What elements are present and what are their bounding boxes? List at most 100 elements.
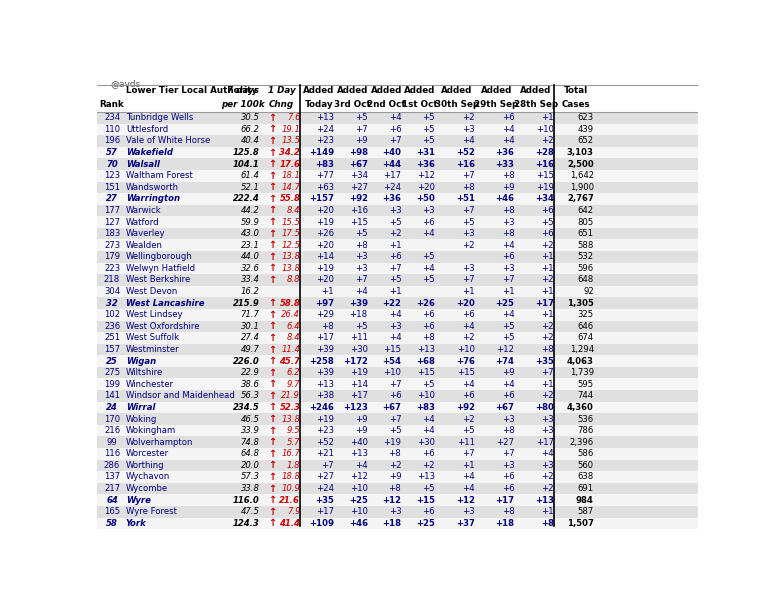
Text: +26: +26 — [316, 229, 334, 238]
Text: 46.5: 46.5 — [241, 415, 259, 424]
Text: ↑: ↑ — [268, 356, 276, 366]
FancyBboxPatch shape — [97, 239, 698, 251]
Text: +67: +67 — [383, 403, 401, 412]
Text: 70: 70 — [106, 160, 118, 169]
Text: +8: +8 — [541, 519, 554, 528]
Text: +24: +24 — [316, 484, 334, 493]
Text: +17: +17 — [316, 333, 334, 342]
Text: +7: +7 — [355, 125, 368, 134]
Text: ↑: ↑ — [268, 206, 276, 216]
Text: +25: +25 — [416, 519, 435, 528]
Text: +30: +30 — [350, 345, 368, 354]
Text: +6: +6 — [422, 310, 435, 319]
Text: +5: +5 — [422, 113, 435, 122]
Text: +33: +33 — [496, 160, 514, 169]
Text: Worcester: Worcester — [126, 449, 169, 459]
Text: Added: Added — [480, 86, 512, 96]
Text: +13: +13 — [316, 113, 334, 122]
Text: +5: +5 — [502, 322, 514, 331]
Text: +1: +1 — [542, 264, 554, 273]
Text: +8: +8 — [389, 484, 401, 493]
Text: 691: 691 — [577, 484, 594, 493]
Text: 104.1: 104.1 — [233, 160, 259, 169]
FancyBboxPatch shape — [97, 251, 698, 263]
Text: +54: +54 — [383, 356, 401, 365]
Text: +20: +20 — [316, 241, 334, 249]
Text: 4,360: 4,360 — [567, 403, 594, 412]
Text: +4: +4 — [355, 287, 368, 296]
Text: ↑: ↑ — [268, 147, 276, 157]
Text: Added: Added — [337, 86, 369, 96]
Text: 157: 157 — [104, 345, 120, 354]
Text: Westminster: Westminster — [126, 345, 179, 354]
Text: Waverley: Waverley — [126, 229, 165, 238]
Text: 223: 223 — [104, 264, 120, 273]
Text: 49.7: 49.7 — [241, 345, 259, 354]
Text: +1: +1 — [542, 507, 554, 516]
Text: Winchester: Winchester — [126, 380, 174, 389]
Text: +52: +52 — [456, 148, 475, 157]
FancyBboxPatch shape — [97, 390, 698, 402]
Text: 57: 57 — [106, 148, 118, 157]
Text: Wokingham: Wokingham — [126, 426, 176, 435]
Text: 20.0: 20.0 — [241, 461, 259, 470]
Text: 1st Oct: 1st Oct — [402, 100, 438, 109]
Text: +5: +5 — [502, 333, 514, 342]
Text: Cases: Cases — [561, 100, 590, 109]
Text: ↑: ↑ — [268, 136, 276, 146]
Text: +18: +18 — [383, 519, 401, 528]
Text: Worthing: Worthing — [126, 461, 165, 470]
Text: +20: +20 — [456, 299, 475, 308]
Text: 5.7: 5.7 — [287, 438, 300, 447]
Text: +76: +76 — [456, 356, 475, 365]
Text: 1,305: 1,305 — [567, 299, 594, 308]
Text: Waltham Forest: Waltham Forest — [126, 171, 192, 180]
Text: 17.5: 17.5 — [282, 229, 300, 238]
Text: +37: +37 — [456, 519, 475, 528]
Text: 744: 744 — [577, 391, 594, 400]
Text: +52: +52 — [316, 438, 334, 447]
Text: +13: +13 — [535, 495, 554, 505]
Text: +3: +3 — [389, 206, 401, 215]
Text: 2,396: 2,396 — [570, 438, 594, 447]
Text: 642: 642 — [577, 206, 594, 215]
Text: Added: Added — [404, 86, 435, 96]
Text: 251: 251 — [104, 333, 120, 342]
Text: +50: +50 — [416, 194, 435, 203]
FancyBboxPatch shape — [97, 448, 698, 460]
Text: +1: +1 — [389, 287, 401, 296]
Text: 13.8: 13.8 — [282, 264, 300, 273]
FancyBboxPatch shape — [97, 471, 698, 483]
Text: +19: +19 — [316, 217, 334, 226]
Text: +11: +11 — [457, 438, 475, 447]
Text: +8: +8 — [321, 322, 334, 331]
Text: +1: +1 — [389, 241, 401, 249]
Text: +3: +3 — [502, 217, 514, 226]
Text: +9: +9 — [355, 137, 368, 146]
Text: +2: +2 — [542, 333, 554, 342]
Text: +6: +6 — [502, 472, 514, 482]
Text: 6.4: 6.4 — [287, 322, 300, 331]
Text: +34: +34 — [535, 194, 554, 203]
Text: +246: +246 — [309, 403, 334, 412]
Text: +149: +149 — [309, 148, 334, 157]
Text: +5: +5 — [422, 484, 435, 493]
Text: +5: +5 — [389, 276, 401, 285]
Text: Wirral: Wirral — [126, 403, 155, 412]
Text: 222.4: 222.4 — [233, 194, 259, 203]
FancyBboxPatch shape — [97, 274, 698, 286]
Text: ↑: ↑ — [268, 519, 276, 528]
Text: +19: +19 — [536, 183, 554, 192]
Text: Watford: Watford — [126, 217, 160, 226]
Text: 226.0: 226.0 — [233, 356, 259, 365]
Text: +27: +27 — [350, 183, 368, 192]
Text: 71.7: 71.7 — [241, 310, 259, 319]
Text: 15.5: 15.5 — [282, 217, 300, 226]
Text: ↑: ↑ — [268, 275, 276, 285]
Text: +20: +20 — [417, 183, 435, 192]
FancyBboxPatch shape — [97, 367, 698, 378]
Text: 199: 199 — [104, 380, 120, 389]
Text: +3: +3 — [502, 461, 514, 470]
Text: +14: +14 — [316, 252, 334, 261]
Text: 652: 652 — [577, 137, 594, 146]
